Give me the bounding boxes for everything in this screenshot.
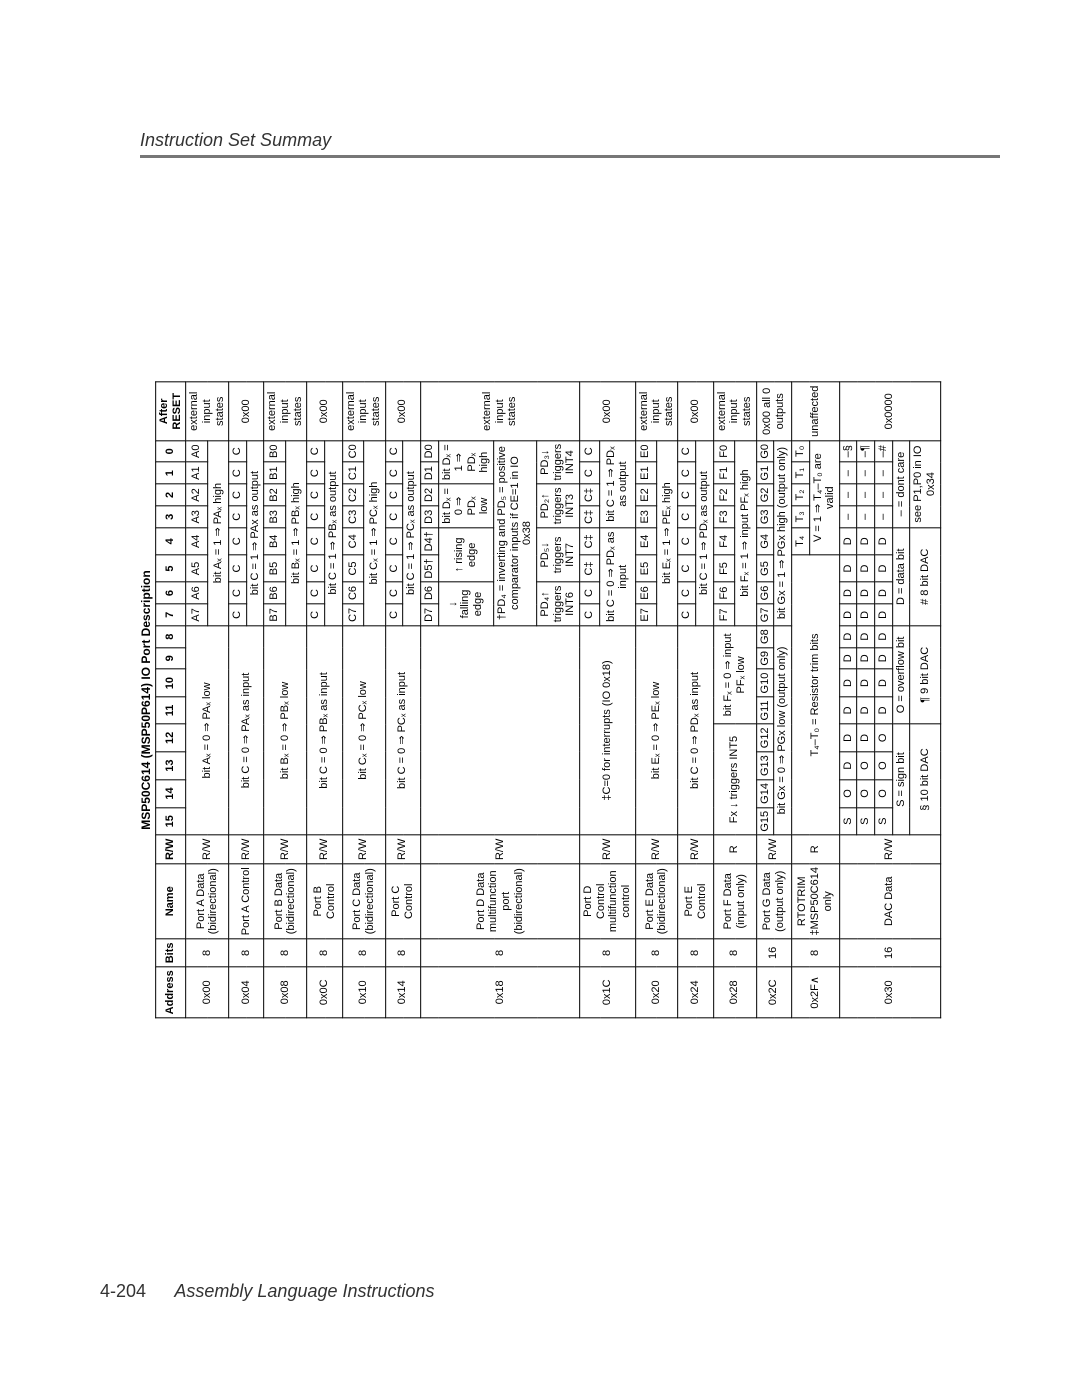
b1: A1 — [186, 462, 207, 484]
hdr-b6: 6 — [156, 582, 186, 604]
row-0x1C: 0x1C 8 Port D Control multifunction cont… — [580, 382, 600, 1018]
hdr-b9: 9 — [156, 647, 186, 669]
note-high: bit Aₓ = 1 ⇒ PAₓ high — [207, 440, 228, 625]
b0: A0 — [186, 440, 207, 462]
table-wrapper: MSP50C614 (MSP50P614) IO Port Descriptio… — [139, 382, 941, 1019]
hdr-b8: 8 — [156, 626, 186, 648]
note-low: bit Aₓ = 0 ⇒ PAₓ low — [186, 626, 229, 835]
hdr-reset: After RESET — [156, 382, 186, 440]
row-0x08: 0x08 8 Port B Data (bidirectional) R/W b… — [264, 382, 285, 1018]
hdr-b0: 0 — [156, 440, 186, 462]
hdr-b7: 7 — [156, 604, 186, 626]
row-0x00: 0x00 8 Port A Data (bidirectional) R/W b… — [186, 382, 207, 1018]
row-0x24: 0x24 8 Port E Control R/W bit C = 0 ⇒ PD… — [678, 382, 696, 1018]
row-0x0C: 0x0C 8 Port B Control R/W bit C = 0 ⇒ PB… — [307, 382, 325, 1018]
reset: external input states — [186, 382, 229, 440]
page-footer: 4-204 Assembly Language Instructions — [100, 1281, 435, 1302]
hdr-b12: 12 — [156, 724, 186, 752]
row-0x20: 0x20 8 Port E Data (bidirectional) R/W b… — [635, 382, 656, 1018]
hdr-b11: 11 — [156, 697, 186, 724]
rw: R/W — [186, 835, 229, 863]
bits: 8 — [186, 939, 229, 967]
hdr-b15: 15 — [156, 807, 186, 835]
table-caption: MSP50C614 (MSP50P614) IO Port Descriptio… — [139, 382, 155, 1019]
b4: A4 — [186, 528, 207, 555]
header-title: Instruction Set Summay — [140, 130, 331, 150]
row-0x14: 0x14 8 Port C Control R/W bit C = 0 ⇒ PC… — [385, 382, 403, 1018]
row-0x2F: 0x2F∧ 8 RTOTRIM ‡MSP50C614 only R T₄–T₀ … — [792, 382, 810, 1018]
hdr-b13: 13 — [156, 752, 186, 780]
b5: A5 — [186, 555, 207, 582]
hdr-b2: 2 — [156, 484, 186, 506]
b3: A3 — [186, 506, 207, 528]
hdr-address: Address — [156, 967, 186, 1018]
table-header-row: Address Bits Name R/W 15 14 13 12 11 10 … — [156, 382, 186, 1018]
page-number: 4-204 — [100, 1281, 146, 1301]
hdr-b14: 14 — [156, 780, 186, 808]
row-0x2C: 0x2C 16 Port G Data (output only) R/W G1… — [756, 382, 774, 1018]
hdr-b1: 1 — [156, 462, 186, 484]
b6: A6 — [186, 582, 207, 604]
io-port-table: MSP50C614 (MSP50P614) IO Port Descriptio… — [139, 382, 941, 1019]
hdr-b5: 5 — [156, 555, 186, 582]
page-header: Instruction Set Summay — [140, 130, 1000, 158]
b7: A7 — [186, 604, 207, 626]
hdr-bits: Bits — [156, 939, 186, 967]
hdr-b4: 4 — [156, 528, 186, 555]
row-0x28: 0x28 8 Port F Data (input only) R Fx ↓ t… — [713, 382, 734, 1018]
name: Port A Data (bidirectional) — [186, 864, 229, 939]
footer-text: Assembly Language Instructions — [174, 1281, 434, 1301]
row-0x30-a: 0x30 16 DAC Data R/W SO DD DD DD DD DD –… — [839, 382, 857, 1018]
row-0x04: 0x04 8 Port A Control R/W bit C = 0 ⇒ PA… — [229, 382, 247, 1018]
addr: 0x00 — [186, 967, 229, 1018]
row-0x18: 0x18 8 Port D Data multifunction port (b… — [421, 382, 439, 1018]
row-0x10: 0x10 8 Port C Data (bidirectional) R/W b… — [342, 382, 363, 1018]
b2: A2 — [186, 484, 207, 506]
hdr-name: Name — [156, 864, 186, 939]
hdr-b3: 3 — [156, 506, 186, 528]
hdr-rw: R/W — [156, 835, 186, 863]
hdr-b10: 10 — [156, 669, 186, 697]
